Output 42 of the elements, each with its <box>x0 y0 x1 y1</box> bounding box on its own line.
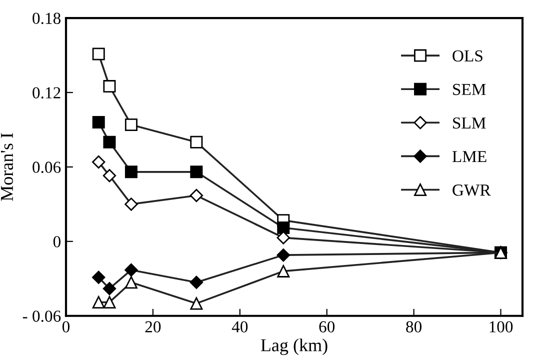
point <box>190 276 204 289</box>
point <box>124 276 138 289</box>
point <box>102 282 116 296</box>
legend-label: GWR <box>452 184 491 196</box>
legend-label: OLS <box>452 50 482 62</box>
point <box>103 136 116 148</box>
x-tick-label: 80 <box>406 321 422 332</box>
x-axis-title: Lag (km) <box>260 338 328 356</box>
point <box>103 296 116 308</box>
point <box>92 270 106 284</box>
point <box>92 155 106 169</box>
point <box>276 248 290 262</box>
point <box>92 116 105 129</box>
legend-label: SEM <box>453 84 486 96</box>
y-tick-label: 0.06 <box>32 162 61 173</box>
y-tick-label: - 0.06 <box>22 310 61 322</box>
point <box>277 222 290 234</box>
y-tick-label: 0 <box>53 236 61 248</box>
point <box>190 136 203 148</box>
point <box>276 231 290 244</box>
x-tick-label: 0 <box>62 321 70 332</box>
point <box>102 169 116 182</box>
point <box>124 118 138 132</box>
y-axis-title: Moran's I <box>1 133 14 201</box>
x-tick-label: 20 <box>145 321 161 332</box>
point <box>124 263 138 277</box>
legend-label: LME <box>452 151 486 162</box>
point <box>124 198 138 211</box>
y-tick-label: 0.12 <box>32 87 60 99</box>
point <box>92 296 105 308</box>
point <box>190 297 203 310</box>
point <box>277 264 290 278</box>
x-tick-label: 40 <box>232 321 248 332</box>
x-tick-label: 60 <box>319 321 335 332</box>
x-tick-label: 100 <box>490 321 513 332</box>
point <box>190 166 203 178</box>
point <box>103 80 116 93</box>
point <box>92 48 105 60</box>
legend-label: SLM <box>453 117 486 129</box>
point <box>124 166 138 178</box>
y-tick-label: 0.18 <box>32 12 61 24</box>
point <box>190 188 204 202</box>
